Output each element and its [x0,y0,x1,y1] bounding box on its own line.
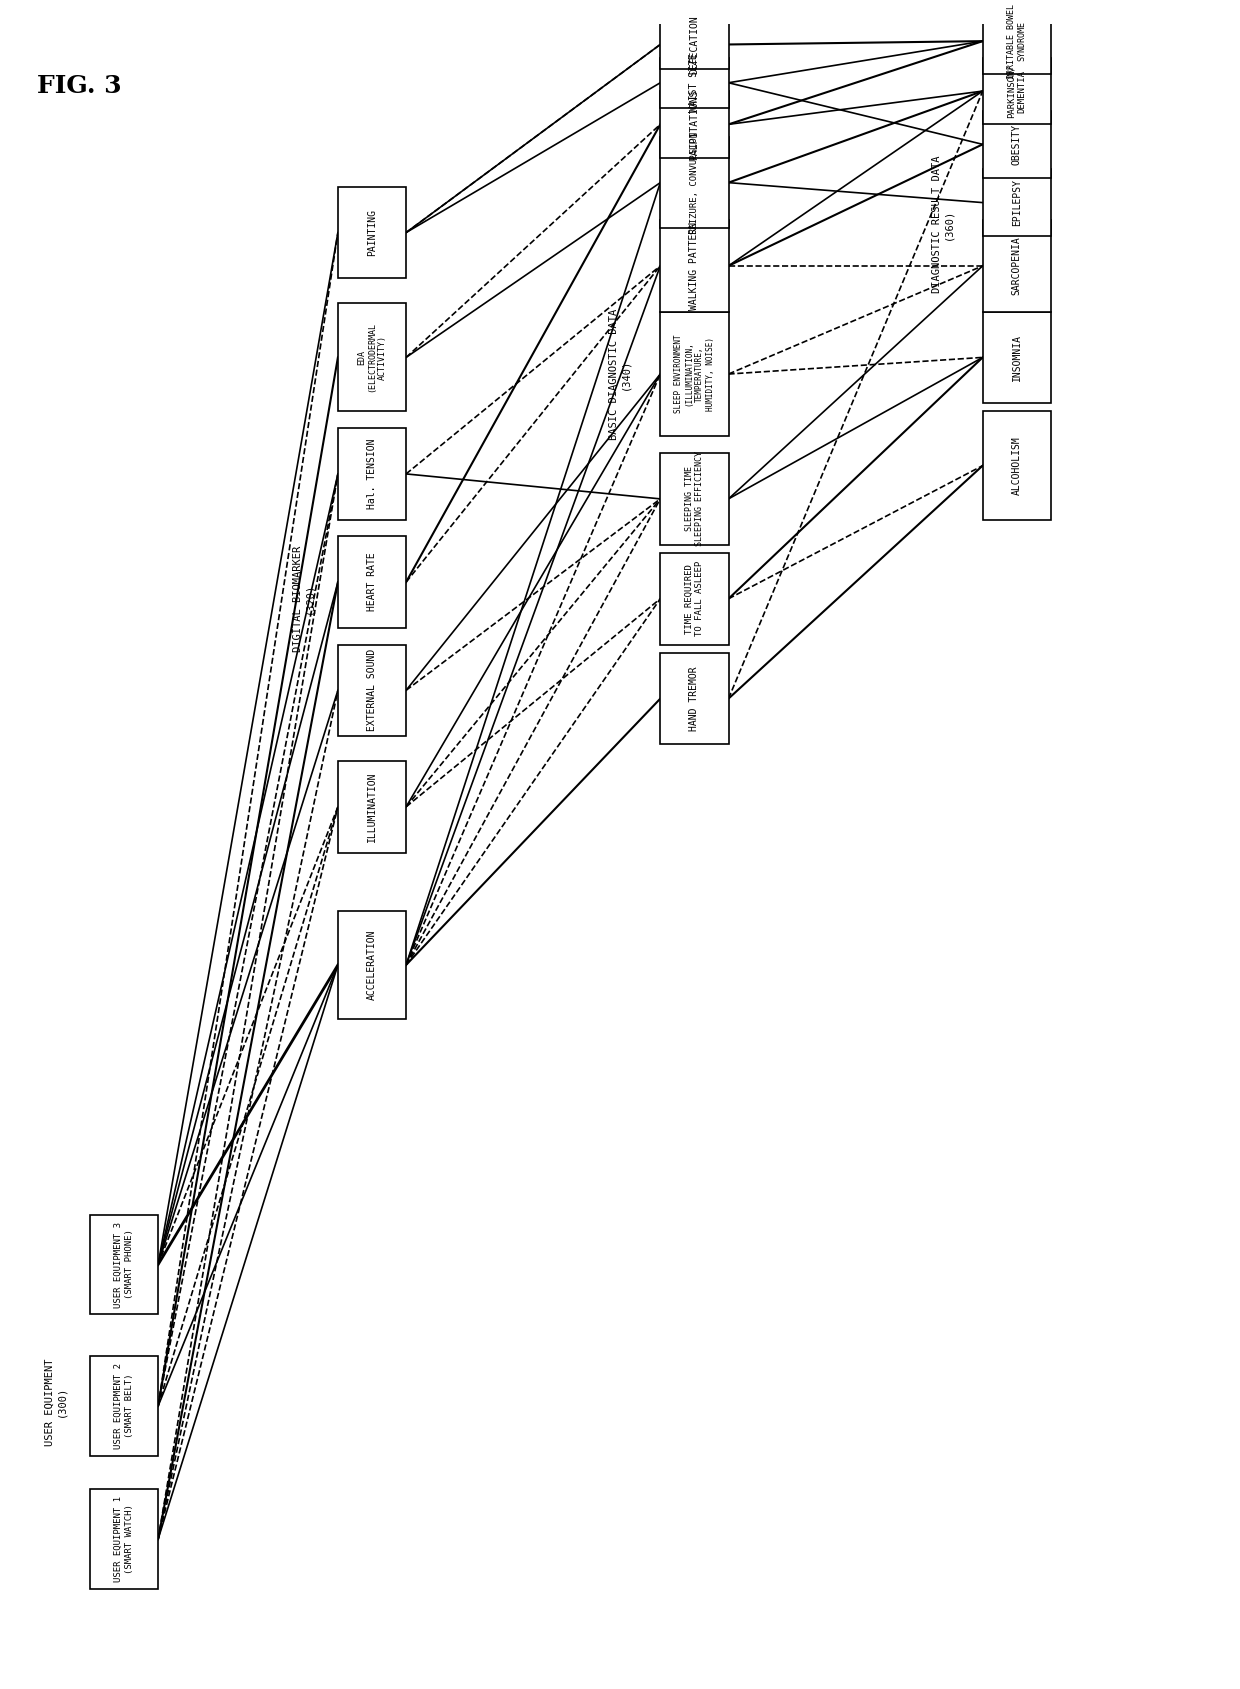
Text: PARKINSON/
DEMENTIA: PARKINSON/ DEMENTIA [1007,64,1027,118]
Text: EPILEPSY: EPILEPSY [1012,179,1022,226]
Text: OBESITY: OBESITY [1012,123,1022,166]
FancyBboxPatch shape [982,8,1052,74]
Text: HAND TREMOR: HAND TREMOR [689,665,699,731]
FancyBboxPatch shape [982,169,1052,236]
Text: WALKING PATTERN: WALKING PATTERN [689,221,699,309]
FancyBboxPatch shape [337,187,405,279]
FancyBboxPatch shape [982,220,1052,312]
FancyBboxPatch shape [337,427,405,520]
Text: USER EQUIPMENT 2
(SMART BELT): USER EQUIPMENT 2 (SMART BELT) [114,1363,134,1449]
FancyBboxPatch shape [661,57,729,108]
FancyBboxPatch shape [337,645,405,736]
Text: USER EQUIPMENT
(300): USER EQUIPMENT (300) [45,1358,67,1446]
FancyBboxPatch shape [91,1490,159,1589]
Text: ACCELERATION: ACCELERATION [367,929,377,1000]
Text: SLEEPING TIME
SLEEPING EFFICIENCY: SLEEPING TIME SLEEPING EFFICIENCY [684,451,704,546]
Text: IRRITABLE BOWEL
SYNDROME: IRRITABLE BOWEL SYNDROME [1007,3,1027,79]
Text: SEIZURE, CONVULSION: SEIZURE, CONVULSION [689,132,699,233]
FancyBboxPatch shape [91,1356,159,1456]
FancyBboxPatch shape [661,137,729,228]
FancyBboxPatch shape [982,312,1052,404]
FancyBboxPatch shape [661,654,729,745]
Text: DIGITAL BIOMARKER
(320): DIGITAL BIOMARKER (320) [293,546,315,652]
FancyBboxPatch shape [982,111,1052,177]
FancyBboxPatch shape [982,412,1052,520]
FancyBboxPatch shape [337,762,405,853]
FancyBboxPatch shape [337,910,405,1018]
FancyBboxPatch shape [91,1214,159,1314]
Text: INSOMNIA: INSOMNIA [1012,334,1022,382]
Text: DIAGNOSTIC RESULT DATA
(360): DIAGNOSTIC RESULT DATA (360) [931,155,954,292]
Text: FIG. 3: FIG. 3 [37,74,122,98]
Text: EDA
(ELECTRODERMAL
ACTIVITY): EDA (ELECTRODERMAL ACTIVITY) [357,323,387,392]
Text: PALPITATIONS: PALPITATIONS [689,90,699,160]
Text: WAIST SIZE: WAIST SIZE [689,54,699,111]
Text: SARCOPENIA: SARCOPENIA [1012,236,1022,296]
Text: DEFECATION: DEFECATION [689,15,699,74]
FancyBboxPatch shape [337,537,405,628]
Text: Hal. TENSION: Hal. TENSION [367,439,377,508]
FancyBboxPatch shape [982,57,1052,125]
Text: USER EQUIPMENT 3
(SMART PHONE): USER EQUIPMENT 3 (SMART PHONE) [114,1221,134,1307]
FancyBboxPatch shape [661,220,729,312]
FancyBboxPatch shape [337,304,405,412]
Text: ALCOHOLISM: ALCOHOLISM [1012,436,1022,495]
Text: ILLUMINATION: ILLUMINATION [367,772,377,843]
Text: SLEEP ENVIRONMENT
(ILLUMINATION,
TEMPERATURE,
HUMIDITY, NOISE): SLEEP ENVIRONMENT (ILLUMINATION, TEMPERA… [675,334,714,414]
Text: TIME REQUIRED
TO FALL ASLEEP: TIME REQUIRED TO FALL ASLEEP [684,561,704,637]
FancyBboxPatch shape [661,20,729,69]
Text: HEART RATE: HEART RATE [367,552,377,611]
FancyBboxPatch shape [661,552,729,645]
Text: PAINTING: PAINTING [367,209,377,257]
Text: EXTERNAL SOUND: EXTERNAL SOUND [367,649,377,731]
Text: BASIC DIAGNOSTIC DATA
(340): BASIC DIAGNOSTIC DATA (340) [609,309,631,439]
FancyBboxPatch shape [661,91,729,157]
FancyBboxPatch shape [661,453,729,544]
Text: USER EQUIPMENT 1
(SMART WATCH): USER EQUIPMENT 1 (SMART WATCH) [114,1496,134,1583]
FancyBboxPatch shape [661,312,729,436]
